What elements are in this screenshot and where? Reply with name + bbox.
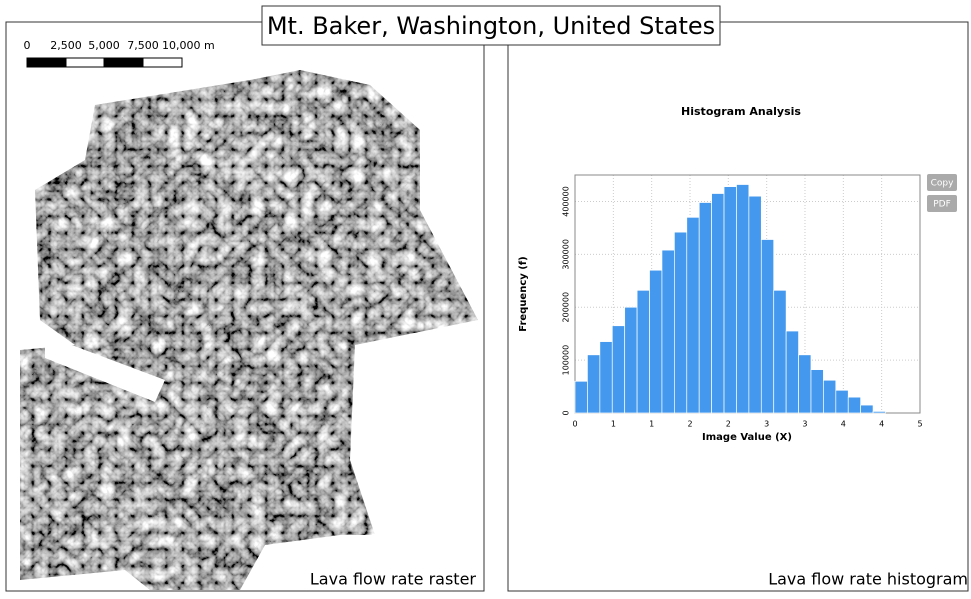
bar bbox=[674, 232, 686, 413]
x-tick-label: 1 bbox=[649, 420, 654, 429]
bar bbox=[699, 203, 711, 413]
button-label[interactable]: PDF bbox=[933, 200, 951, 210]
scale-segment bbox=[143, 58, 182, 67]
page: 0 2,500 5,000 7,500 10,000 m Mt. Baker, … bbox=[0, 0, 971, 595]
panel-caption: Lava flow rate raster bbox=[310, 570, 477, 589]
bar bbox=[799, 355, 811, 413]
bar bbox=[774, 290, 786, 413]
pdf-button[interactable]: PDF bbox=[927, 195, 957, 212]
bar bbox=[873, 411, 885, 413]
x-tick-label: 4 bbox=[879, 420, 884, 429]
scale-segment bbox=[104, 58, 143, 67]
x-tick-label: 4 bbox=[841, 420, 846, 429]
chart-title: Histogram Analysis bbox=[681, 105, 801, 118]
bar bbox=[811, 370, 823, 413]
button-label[interactable]: Copy bbox=[931, 179, 955, 189]
x-tick-label: 2 bbox=[687, 420, 692, 429]
scale-label: 2,500 bbox=[50, 39, 82, 52]
copy-button[interactable]: Copy bbox=[927, 174, 957, 191]
bar bbox=[712, 194, 724, 413]
bar bbox=[786, 331, 798, 413]
bar bbox=[823, 380, 835, 413]
x-tick-label: 5 bbox=[917, 420, 922, 429]
bar bbox=[736, 185, 748, 413]
bar bbox=[612, 326, 624, 413]
y-axis-label: Frequency (f) bbox=[518, 256, 529, 332]
x-tick-label: 0 bbox=[572, 420, 577, 429]
bar bbox=[749, 196, 761, 413]
bar bbox=[637, 290, 649, 413]
bar bbox=[650, 270, 662, 413]
x-axis-label: Image Value (X) bbox=[702, 432, 792, 443]
x-tick-label: 2 bbox=[726, 420, 731, 429]
x-tick-label: 1 bbox=[611, 420, 616, 429]
x-tick-label: 3 bbox=[802, 420, 807, 429]
scale-label: 10,000 m bbox=[162, 39, 215, 52]
y-tick-label: 300000 bbox=[562, 239, 571, 270]
bar bbox=[836, 390, 848, 413]
x-tick-label: 3 bbox=[764, 420, 769, 429]
scale-label: 0 bbox=[24, 39, 31, 52]
bar bbox=[724, 187, 736, 413]
y-tick-label: 200000 bbox=[562, 292, 571, 323]
panel-caption: Lava flow rate histogram bbox=[768, 570, 968, 589]
page-title: Mt. Baker, Washington, United States bbox=[267, 12, 715, 40]
bar bbox=[687, 217, 699, 413]
y-tick-label: 400000 bbox=[562, 186, 571, 217]
bar bbox=[575, 381, 587, 413]
bar bbox=[761, 240, 773, 413]
bar bbox=[625, 307, 637, 413]
bar bbox=[861, 405, 873, 413]
bar bbox=[662, 250, 674, 413]
scale-segment bbox=[66, 58, 104, 67]
scale-label: 7,500 bbox=[127, 39, 159, 52]
y-tick-label: 100000 bbox=[562, 345, 571, 376]
bar bbox=[587, 355, 599, 413]
scale-label: 5,000 bbox=[88, 39, 120, 52]
scale-segment bbox=[27, 58, 66, 67]
bar bbox=[600, 342, 612, 413]
y-tick-label: 0 bbox=[562, 410, 571, 415]
bar bbox=[848, 397, 860, 413]
